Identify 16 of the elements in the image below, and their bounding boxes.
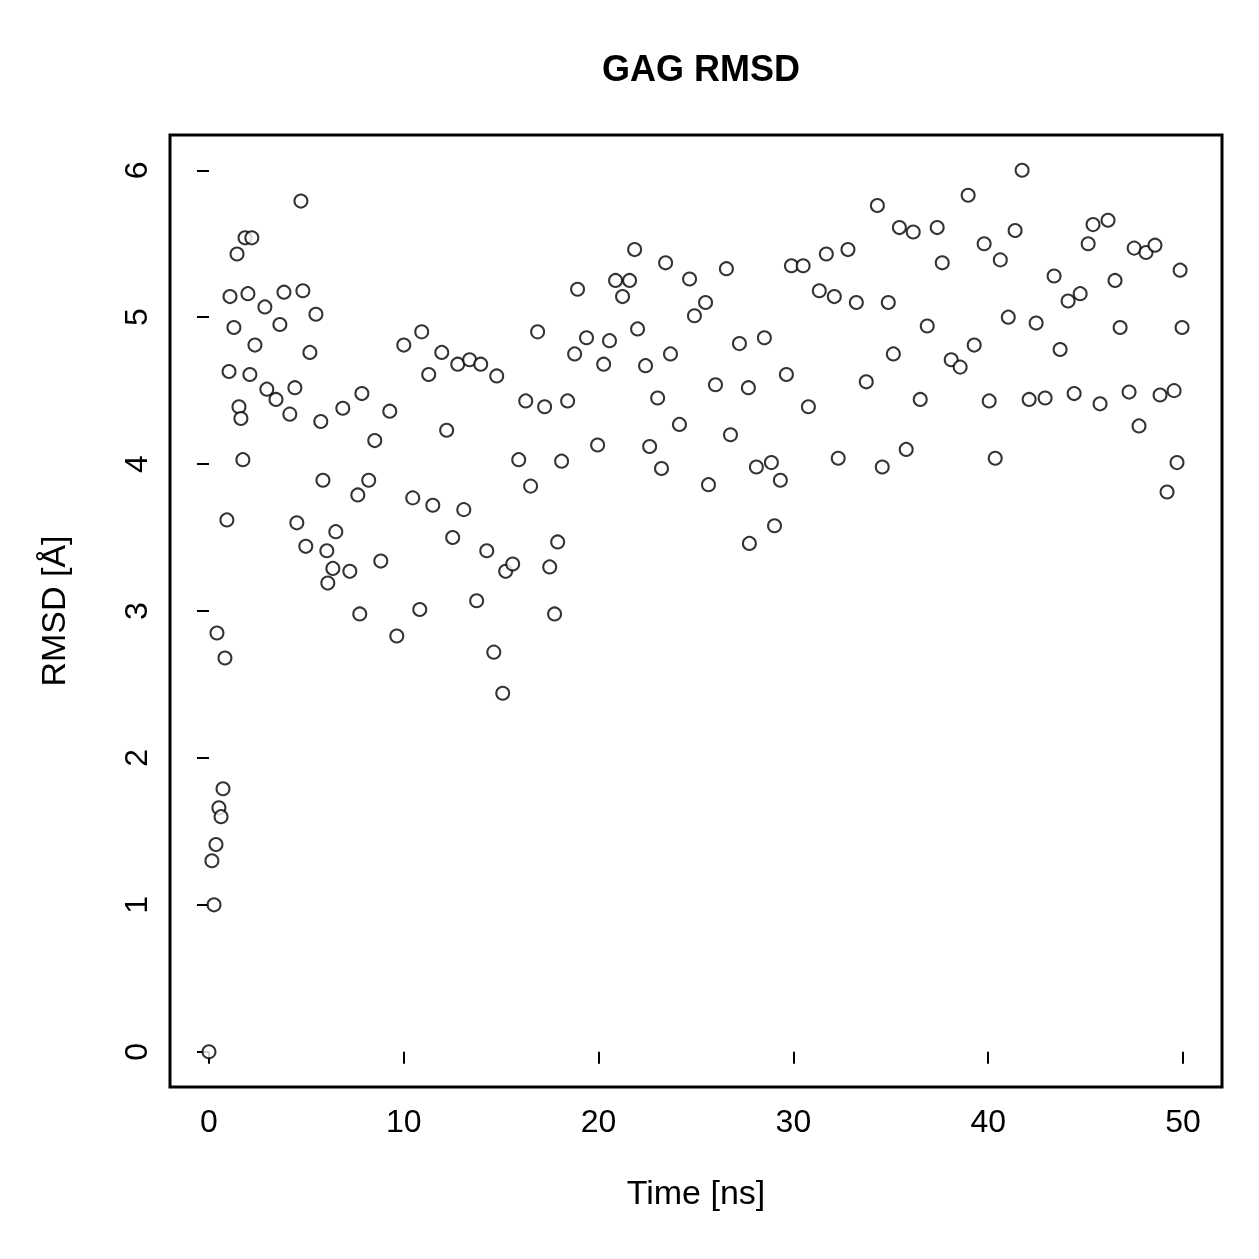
x-tick-label: 0 (200, 1103, 218, 1139)
y-tick-label: 1 (118, 895, 154, 914)
x-tick-label: 40 (970, 1103, 1007, 1139)
x-tick-label: 10 (385, 1103, 422, 1139)
x-tick-label: 30 (775, 1103, 812, 1139)
y-tick-label: 5 (118, 308, 154, 327)
y-axis-title: RMSD [Å] (34, 535, 72, 687)
x-tick-label: 20 (580, 1103, 617, 1139)
y-tick-label: 6 (118, 161, 154, 180)
chart-title: GAG RMSD (602, 47, 800, 89)
y-tick-label: 3 (118, 602, 154, 620)
x-axis-title: Time [ns] (626, 1173, 766, 1211)
x-tick-label: 50 (1165, 1103, 1201, 1139)
y-tick-label: 4 (118, 455, 154, 473)
y-tick-label: 0 (118, 1042, 154, 1061)
y-tick-label: 2 (118, 749, 154, 767)
